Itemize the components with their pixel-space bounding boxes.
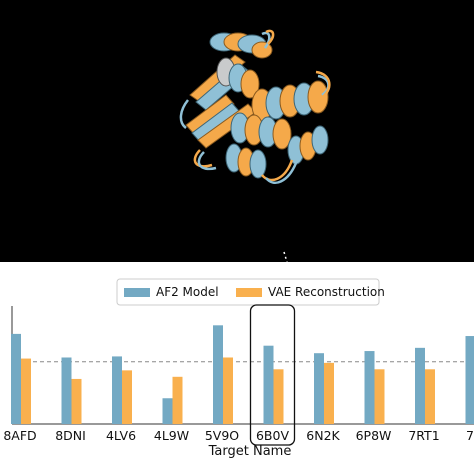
legend-swatch-af2: [124, 288, 150, 297]
x-tick-label: 7RT1: [408, 428, 439, 443]
bar-af2-6n2k: [314, 353, 324, 424]
highlight-box: [249, 304, 296, 446]
bar-vae-6n2k: [324, 362, 334, 424]
helix-lower: [230, 112, 292, 150]
bar-chart-panel: AF2 Model VAE Reconstruction 8AFD 8DNI 4LV…: [0, 262, 474, 474]
bar-af2-7rt1: [415, 347, 425, 424]
bar-vae-6p8w: [374, 369, 385, 424]
loops: [179, 29, 331, 184]
x-axis-title: Target Name: [208, 444, 292, 459]
bar-af2-5v9o: [213, 325, 223, 424]
protein-structure-icon: [179, 29, 331, 262]
bar-chart: AF2 Model VAE Reconstruction 8AFD 8DNI 4LV…: [3, 278, 474, 459]
x-tick-label: 6B0V: [256, 428, 289, 443]
bar-vae-8afd: [21, 358, 31, 424]
x-tick-label: 7U: [466, 428, 474, 443]
bar-vae-4l9w: [172, 376, 183, 424]
bar-vae-6b0v: [273, 369, 284, 424]
bar-vae-4lv6: [122, 370, 132, 424]
legend-label-af2: AF2 Model: [156, 285, 219, 299]
x-tick-label: 8AFD: [3, 428, 36, 443]
bar-vae-7rt1: [425, 369, 435, 424]
protein-structure-panel: [179, 29, 331, 262]
bar-af2-6b0v: [263, 345, 274, 424]
x-tick-label: 8DNI: [55, 428, 86, 443]
bar-vae-5v9o: [223, 357, 233, 424]
legend: AF2 Model VAE Reconstruction: [116, 278, 385, 306]
bar-af2-4l9w: [162, 398, 173, 424]
bar-vae-8dni: [71, 378, 82, 424]
helix-middle: [216, 57, 260, 99]
connector-line: [283, 251, 288, 262]
bar-af2-7u: [465, 336, 474, 424]
bars-group: [11, 325, 474, 424]
bar-af2-8afd: [11, 333, 21, 424]
helix-top: [209, 32, 273, 59]
helix-right: [251, 80, 329, 122]
x-tick-label: 6P8W: [356, 428, 392, 443]
helix-bottom: [225, 125, 329, 179]
legend-label-vae: VAE Reconstruction: [268, 285, 385, 299]
x-tick-labels: 8AFD 8DNI 4LV6 4L9W 5V9O 6B0V 6N2K 6P8W 7RT1 7U: [3, 428, 474, 443]
bar-af2-4lv6: [112, 356, 122, 424]
x-tick-label: 6N2K: [306, 428, 340, 443]
x-tick-label: 4L9W: [154, 428, 189, 443]
legend-swatch-vae: [236, 288, 262, 297]
x-tick-label: 5V9O: [205, 428, 239, 443]
bar-af2-8dni: [61, 357, 72, 424]
x-tick-label: 4LV6: [106, 428, 136, 443]
bar-af2-6p8w: [364, 351, 375, 424]
